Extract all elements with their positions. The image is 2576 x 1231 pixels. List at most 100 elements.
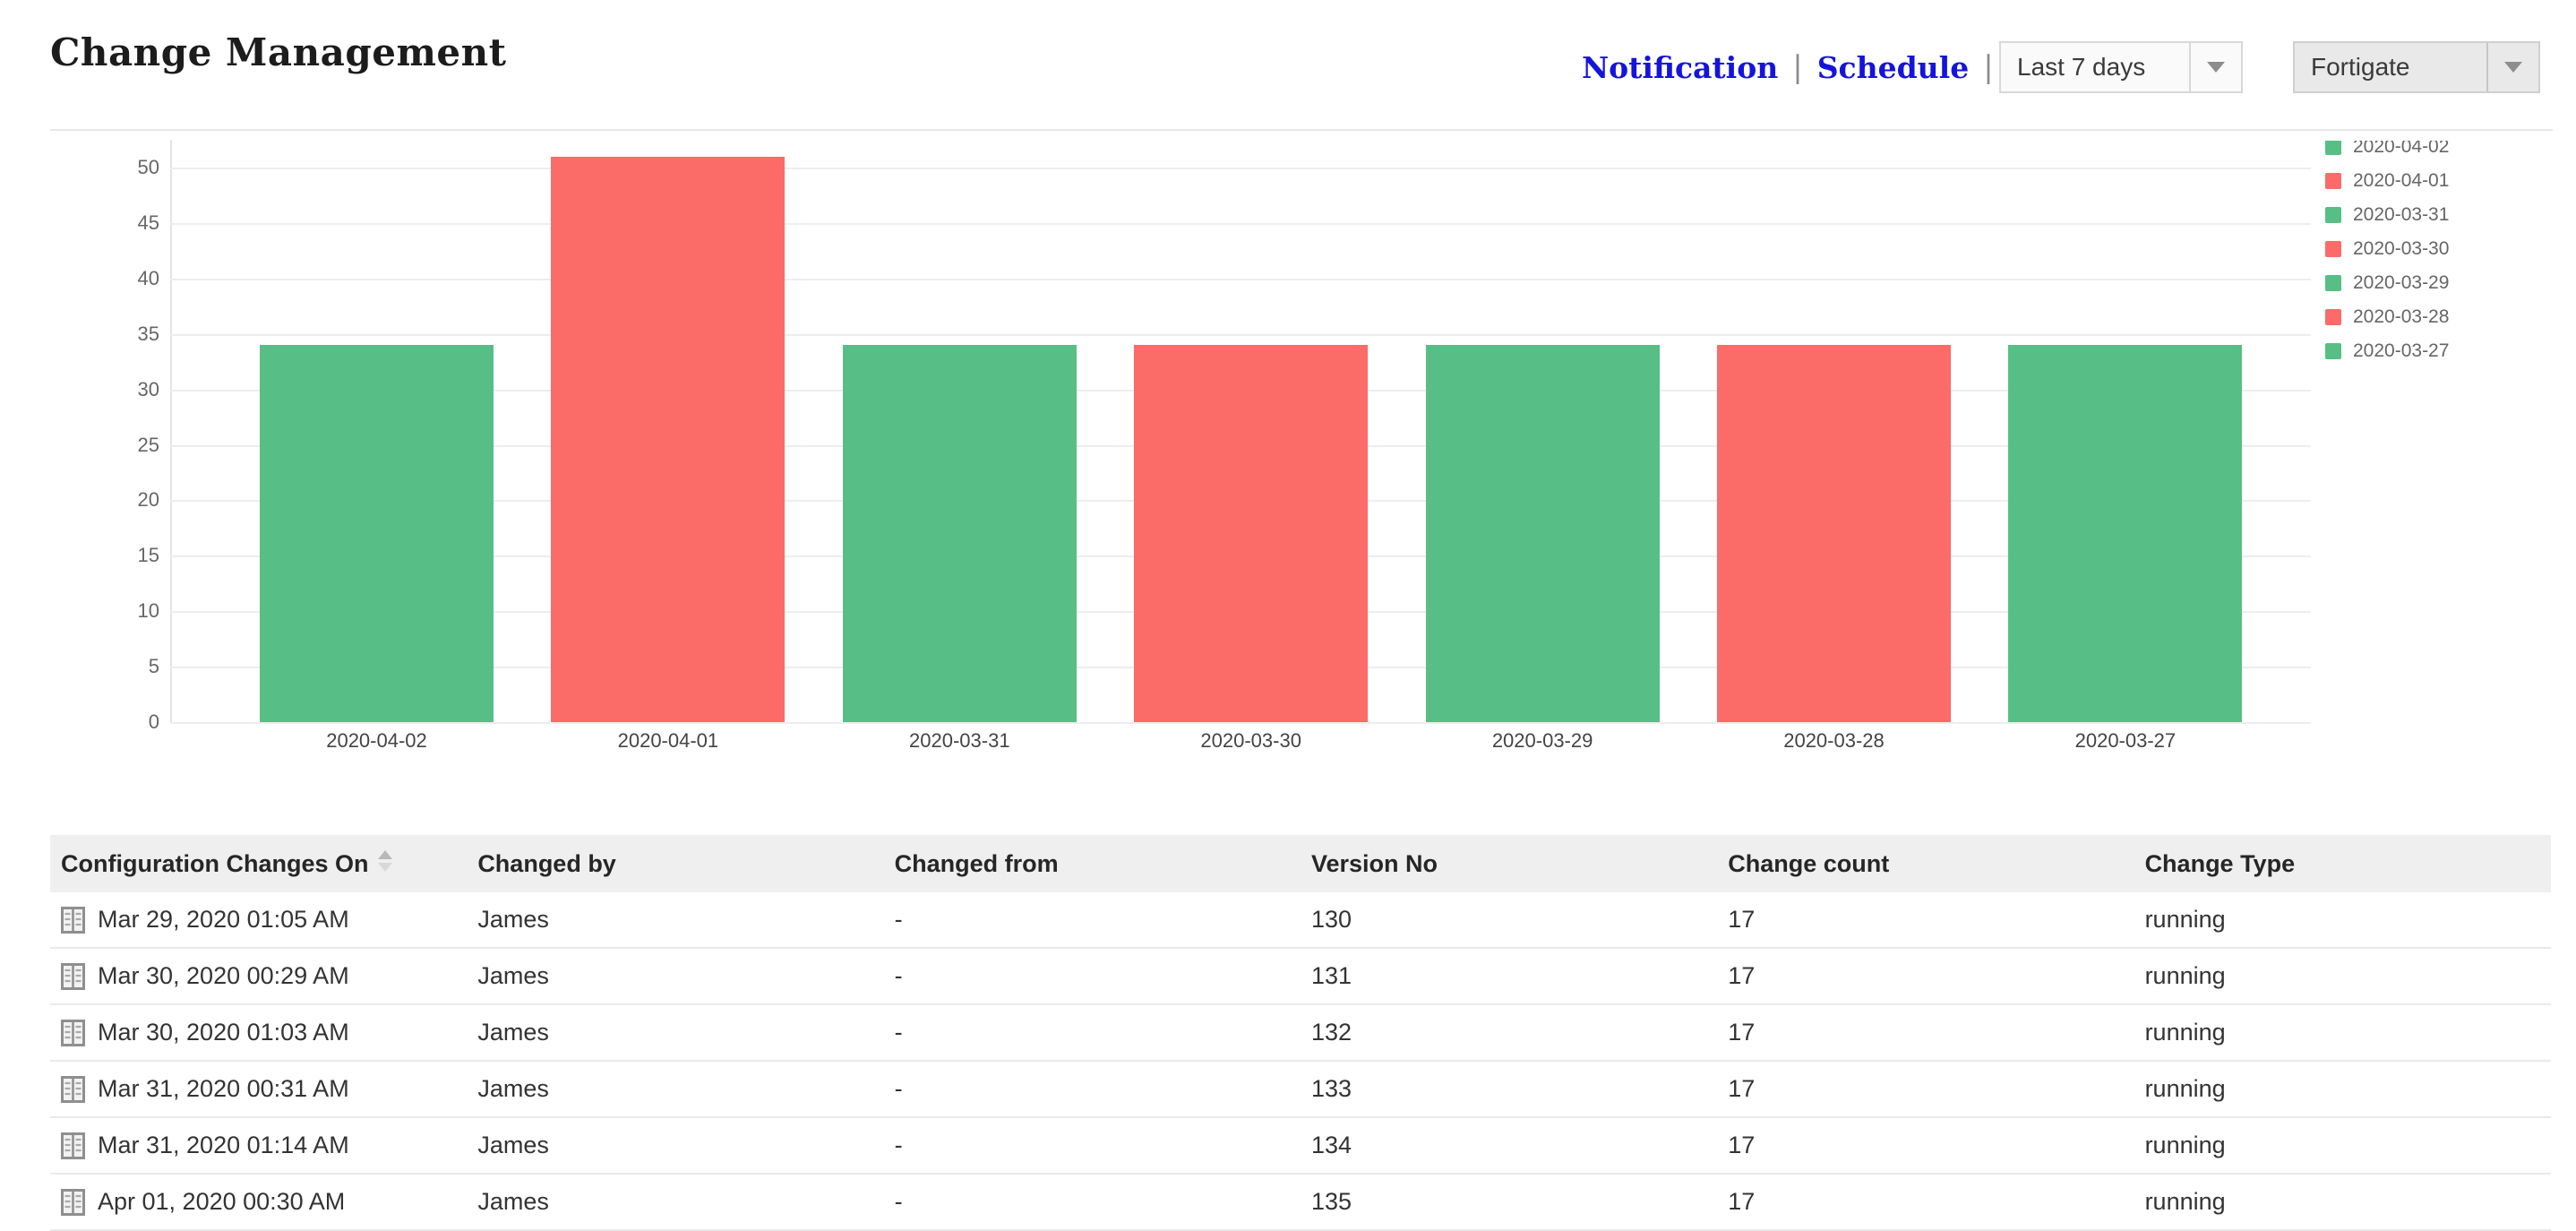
x-axis-tick-label: 2020-04-01 [617,729,719,752]
chart-bar[interactable] [260,345,494,722]
table-body: Mar 29, 2020 01:05 AM James - 130 17 run… [50,892,2551,1231]
cell-change-count: 17 [1728,906,1756,933]
legend-swatch-icon [2325,207,2341,223]
cell-version-no: 131 [1310,962,1352,989]
changes-on-value: Mar 30, 2020 01:03 AM [98,1019,349,1046]
cell-change-count: 17 [1728,1188,1756,1215]
cell-changed-from: - [894,962,903,989]
legend-item[interactable]: 2020-03-27 [2325,334,2449,368]
device-select-value: Fortigate [2311,53,2410,81]
y-axis-tick-label: 30 [137,377,159,400]
table-row[interactable]: Mar 31, 2020 01:14 AM James - 134 17 run… [50,1118,2551,1175]
config-version-icon[interactable] [61,962,85,990]
separator: | [1792,49,1803,85]
changes-on-value: Mar 30, 2020 00:29 AM [98,962,349,989]
cell-changed-by: James [477,962,549,989]
table-row[interactable]: Mar 30, 2020 00:29 AM James - 131 17 run… [50,949,2551,1005]
chart-legend: 2020-04-02 2020-04-01 2020-03-31 2020-03… [2325,141,2449,517]
legend-label: 2020-04-01 [2353,170,2450,191]
column-header-changes-on[interactable]: Configuration Changes On [50,850,467,878]
y-axis-tick-label: 50 [137,156,159,178]
x-axis-tick-label: 2020-03-29 [1491,729,1593,752]
notification-link[interactable]: Notification [1582,49,1779,85]
legend-label: 2020-03-29 [2353,272,2450,293]
y-gridline [170,168,2311,169]
legend-item[interactable]: 2020-04-01 [2325,164,2449,198]
legend-swatch-icon [2325,343,2341,359]
cell-change-count: 17 [1728,1132,1756,1158]
legend-label: 2020-04-02 [2353,141,2450,157]
legend-item[interactable]: 2020-03-30 [2325,232,2449,266]
y-axis-tick-label: 5 [148,655,159,678]
chart-bar[interactable] [1425,345,1660,722]
chart-bar[interactable] [1717,345,1951,722]
y-gridline [170,278,2311,280]
y-axis-tick-label: 45 [137,211,159,234]
table-row[interactable]: Mar 31, 2020 00:31 AM James - 133 17 run… [50,1062,2551,1118]
table-row[interactable]: Apr 01, 2020 00:30 AM James - 135 17 run… [50,1175,2551,1231]
config-version-icon[interactable] [61,1132,85,1159]
legend-swatch-icon [2325,275,2341,291]
cell-change-type: running [2144,1188,2226,1215]
config-version-icon[interactable] [61,1188,85,1216]
legend-item[interactable]: 2020-03-29 [2325,266,2449,300]
chart-bar[interactable] [2008,345,2243,722]
legend-item[interactable]: 2020-04-02 [2325,141,2449,164]
config-version-icon[interactable] [61,906,85,934]
column-header-changed-by: Changed by [477,849,616,877]
separator: | [1983,49,1994,85]
y-axis-tick-label: 15 [137,544,159,567]
cell-changed-from: - [894,1019,903,1046]
x-axis-tick-label: 2020-03-27 [2074,729,2177,752]
chevron-down-icon[interactable] [2189,43,2241,91]
config-version-icon[interactable] [61,1075,85,1103]
chart-bar[interactable] [551,156,786,722]
x-axis-tick-label: 2020-04-02 [326,729,427,752]
cell-changed-from: - [894,1132,903,1158]
y-gridline [170,222,2311,225]
legend-swatch-icon [2325,141,2341,155]
cell-change-count: 17 [1728,1019,1756,1046]
cell-changes-on: Mar 30, 2020 01:03 AM [50,1019,467,1046]
cell-changed-by: James [477,1075,549,1102]
cell-change-type: running [2144,1075,2226,1102]
cell-changed-from: - [894,906,903,933]
page-header: Change Management Notification | Schedul… [0,0,2576,131]
changes-on-value: Mar 29, 2020 01:05 AM [98,906,349,933]
legend-item[interactable]: 2020-03-31 [2325,198,2449,232]
cell-version-no: 134 [1310,1132,1352,1158]
chevron-down-icon[interactable] [2486,43,2538,91]
cell-changes-on: Mar 29, 2020 01:05 AM [50,906,467,934]
changes-on-value: Mar 31, 2020 00:31 AM [98,1075,349,1102]
y-axis-tick-label: 0 [148,710,159,733]
table-row[interactable]: Mar 30, 2020 01:03 AM James - 132 17 run… [50,1005,2551,1062]
legend-swatch-icon [2325,241,2341,257]
chart-bar[interactable] [842,345,1077,722]
chart-bar[interactable] [1134,345,1369,722]
cell-change-type: running [2144,906,2226,933]
y-axis-tick-label: 40 [137,266,159,289]
y-axis-line [170,140,172,724]
device-select[interactable]: Fortigate [2293,41,2540,93]
changes-on-value: Apr 01, 2020 00:30 AM [98,1188,346,1215]
cell-version-no: 133 [1310,1075,1352,1102]
change-count-bar-chart: 0 5 10 15 20 25 30 35 40 45 50 2020-04-02 2020-04-0… [0,131,2576,835]
column-header-change-type: Change Type [2144,849,2296,877]
config-version-icon[interactable] [61,1019,85,1046]
schedule-link[interactable]: Schedule [1816,49,1970,85]
y-gridline [170,722,2311,724]
sort-icon[interactable] [377,850,392,872]
y-axis-tick-label: 35 [137,322,159,345]
legend-item[interactable]: 2020-03-28 [2325,300,2449,334]
cell-changed-by: James [477,1188,549,1215]
column-header-change-count: Change count [1728,849,1890,877]
cell-changes-on: Mar 30, 2020 00:29 AM [50,962,467,990]
table-row[interactable]: Mar 29, 2020 01:05 AM James - 130 17 run… [50,892,2551,949]
page-title: Change Management [50,30,507,74]
legend-label: 2020-03-27 [2353,340,2450,361]
configuration-changes-table: Configuration Changes On Changed by Chan… [50,835,2551,1231]
period-select[interactable]: Last 7 days [1999,41,2243,93]
cell-changed-by: James [477,1132,549,1158]
cell-change-count: 17 [1728,962,1756,989]
x-axis-tick-label: 2020-03-28 [1783,729,1885,752]
